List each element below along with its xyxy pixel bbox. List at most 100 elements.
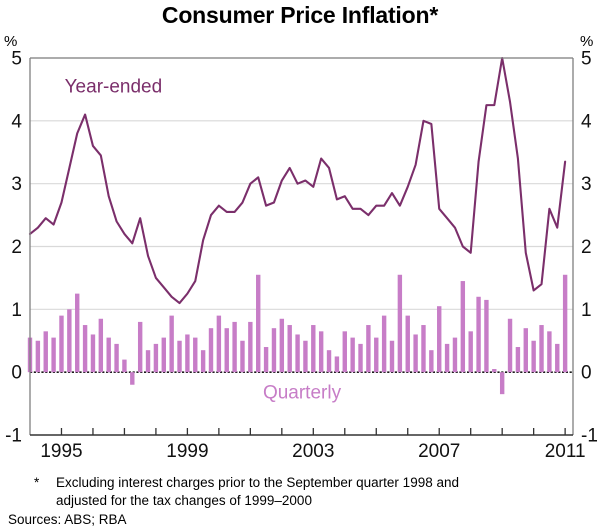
bar	[389, 340, 395, 373]
year-ended-line	[28, 56, 567, 305]
bar	[169, 315, 174, 373]
bar	[130, 372, 135, 385]
bar	[499, 372, 505, 395]
bar	[547, 331, 552, 373]
x-axis-ticks: 1995 1999 2003 2007 2011	[40, 428, 586, 462]
bar	[122, 359, 127, 373]
x-tick-label: 2007	[418, 441, 460, 462]
bar	[98, 318, 104, 373]
bar	[429, 350, 434, 373]
bar	[484, 299, 489, 373]
bar	[82, 325, 88, 373]
bar	[468, 331, 473, 373]
bar	[444, 343, 450, 373]
bar	[240, 340, 245, 373]
bar	[279, 318, 285, 373]
bar	[374, 337, 379, 373]
bar	[193, 337, 198, 373]
bar	[59, 315, 64, 373]
bar	[67, 309, 72, 373]
bar	[460, 281, 466, 373]
bar	[185, 334, 190, 373]
bar	[51, 337, 56, 373]
bar	[539, 325, 544, 373]
x-tick-label: 2011	[545, 441, 586, 462]
y-tick-label: 5	[11, 49, 22, 70]
bar	[405, 315, 410, 373]
footnote-line-1: Excluding interest charges prior to the …	[56, 475, 459, 490]
bar	[421, 325, 426, 373]
bar	[358, 343, 363, 373]
bar	[177, 340, 182, 373]
bar	[263, 347, 269, 373]
bar	[350, 337, 355, 373]
footnote-block: * Excluding interest charges prior to th…	[0, 474, 600, 529]
plot-area: -1 -1 0 0 1 1 2 2 3 3 4 4 5 5 1995 1999 2003 2007 2011 Year…	[5, 49, 598, 463]
bar	[437, 306, 442, 373]
y-tick-label: 2	[11, 237, 22, 258]
bar	[413, 334, 418, 373]
y-tick-label: 5	[581, 49, 592, 70]
bar	[555, 343, 560, 373]
bar	[334, 356, 340, 373]
bar	[562, 274, 568, 373]
chart-title: Consumer Price Inflation*	[161, 2, 439, 28]
bar	[523, 328, 528, 373]
bar	[145, 350, 151, 373]
bar	[43, 331, 48, 373]
bar	[271, 328, 277, 373]
bar	[507, 318, 513, 373]
bar	[342, 331, 347, 373]
footnote-marker: *	[34, 475, 40, 490]
bar	[224, 328, 229, 373]
bar	[531, 340, 536, 373]
bar	[295, 334, 300, 373]
bar	[397, 274, 403, 373]
bar	[114, 343, 119, 373]
y-tick-label: 1	[581, 300, 592, 321]
bar	[492, 369, 497, 373]
bar	[106, 337, 111, 373]
year-ended-label: Year-ended	[65, 77, 163, 98]
y-tick-label: 3	[11, 174, 22, 195]
bar	[366, 325, 371, 373]
bar	[452, 337, 458, 373]
bar	[311, 325, 316, 373]
quarterly-label: Quarterly	[263, 383, 342, 404]
y-axis-unit-right: %	[580, 33, 594, 50]
bar	[326, 350, 332, 373]
y-axis-labels: -1 -1 0 0 1 1 2 2 3 3 4 4 5 5	[5, 49, 598, 447]
bar	[75, 293, 80, 373]
y-tick-label: 4	[11, 111, 22, 132]
footnote-line-2: adjusted for the tax changes of 1999–200…	[56, 492, 312, 508]
bar	[90, 334, 96, 373]
bar	[287, 325, 292, 373]
bar	[161, 337, 166, 373]
bar	[216, 315, 222, 373]
quarterly-bars	[27, 274, 568, 395]
y-tick-label: 2	[581, 237, 592, 258]
plot-frame	[29, 57, 574, 436]
y-tick-label: -1	[5, 426, 22, 447]
bar	[137, 321, 143, 373]
y-tick-label: -1	[581, 426, 598, 447]
bar	[232, 321, 237, 373]
series-annotations: Year-ended Quarterly	[65, 77, 342, 404]
bar	[208, 328, 214, 373]
y-tick-label: 0	[11, 363, 22, 384]
x-tick-label: 1999	[166, 441, 208, 462]
footnote-sources: Sources: ABS; RBA	[8, 511, 127, 527]
bar	[200, 350, 206, 373]
bar	[248, 321, 253, 373]
y-tick-label: 4	[581, 111, 592, 132]
bar	[303, 340, 308, 373]
y-tick-label: 1	[11, 300, 22, 321]
y-tick-label: 0	[581, 363, 592, 384]
bar	[153, 343, 159, 373]
bar	[515, 347, 521, 373]
bar	[476, 296, 481, 373]
y-tick-label: 3	[581, 174, 592, 195]
bar	[318, 331, 324, 373]
x-tick-label: 2003	[292, 441, 334, 462]
